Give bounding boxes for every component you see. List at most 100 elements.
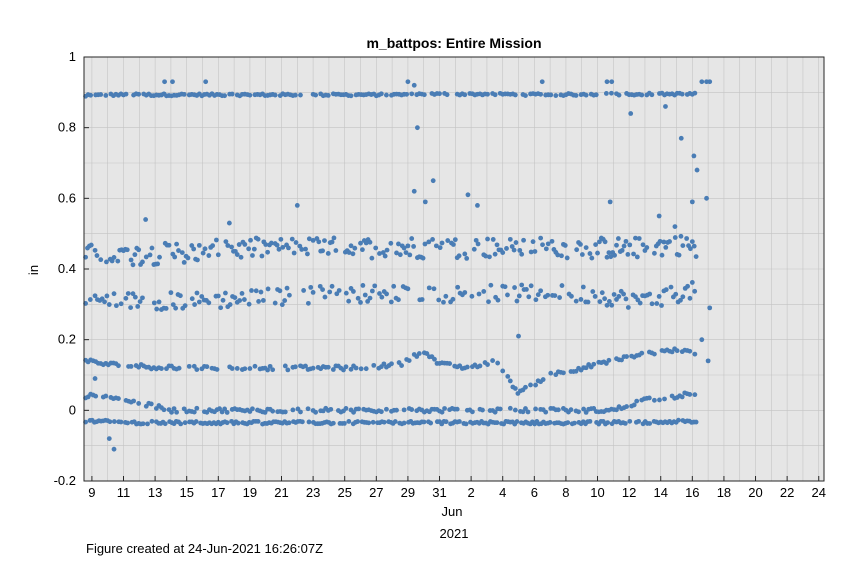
data-point bbox=[143, 254, 149, 260]
data-point bbox=[272, 92, 278, 98]
data-point bbox=[624, 404, 629, 409]
data-point bbox=[538, 288, 544, 294]
data-point bbox=[306, 236, 312, 242]
data-point bbox=[298, 409, 303, 415]
x-axis-ticks: 9 11 13 15 17 19 21 23 25 27 29 31 2 4 6 8 10 12 14 16 18 20 2… bbox=[88, 476, 826, 500]
data-point bbox=[583, 245, 589, 250]
data-point bbox=[605, 420, 611, 425]
data-point bbox=[336, 288, 342, 293]
data-point bbox=[200, 250, 206, 256]
data-point bbox=[603, 91, 609, 96]
data-point bbox=[606, 357, 612, 363]
x-tick-label: 20 bbox=[748, 485, 762, 500]
data-point bbox=[583, 92, 589, 98]
data-point bbox=[98, 92, 104, 97]
data-point bbox=[181, 91, 187, 97]
data-point bbox=[358, 366, 364, 372]
data-point bbox=[210, 243, 216, 249]
data-point bbox=[136, 401, 142, 406]
data-point bbox=[343, 364, 349, 370]
data-point bbox=[616, 92, 622, 98]
data-point bbox=[634, 254, 640, 260]
data-point bbox=[247, 92, 253, 98]
data-point bbox=[98, 257, 104, 263]
data-point bbox=[687, 392, 693, 397]
data-point bbox=[259, 253, 265, 259]
data-point bbox=[463, 421, 469, 427]
data-point bbox=[462, 92, 468, 98]
data-point bbox=[322, 294, 328, 300]
data-point bbox=[652, 397, 657, 403]
data-point bbox=[145, 421, 150, 427]
data-point bbox=[505, 373, 511, 379]
data-point bbox=[166, 242, 172, 248]
y-axis-ticks: -0.2 0 0.2 0.4 0.6 0.8 1 bbox=[54, 49, 89, 488]
x-tick-label: 16 bbox=[685, 485, 699, 500]
data-point bbox=[633, 235, 638, 241]
data-point bbox=[268, 240, 274, 246]
data-point bbox=[447, 361, 453, 366]
data-point bbox=[513, 240, 519, 245]
data-point bbox=[680, 243, 686, 248]
data-point bbox=[170, 302, 176, 307]
data-point bbox=[353, 365, 359, 371]
data-point bbox=[574, 247, 580, 253]
data-point bbox=[286, 245, 291, 251]
data-point bbox=[330, 420, 336, 426]
y-axis-label: in bbox=[26, 265, 41, 275]
data-point bbox=[652, 250, 657, 256]
data-point bbox=[379, 294, 385, 300]
data-point bbox=[128, 257, 134, 263]
data-point bbox=[193, 419, 199, 424]
data-point bbox=[439, 409, 445, 415]
data-point bbox=[320, 287, 325, 293]
data-point bbox=[369, 255, 375, 261]
data-point bbox=[539, 79, 545, 85]
data-point bbox=[137, 299, 143, 305]
data-point bbox=[676, 252, 682, 258]
data-point bbox=[128, 364, 134, 369]
data-point bbox=[523, 406, 528, 411]
data-point bbox=[652, 351, 657, 357]
data-point bbox=[380, 250, 386, 255]
data-point bbox=[457, 419, 462, 424]
data-point bbox=[308, 284, 314, 290]
data-point bbox=[494, 420, 500, 426]
data-point bbox=[693, 254, 699, 260]
data-point bbox=[535, 292, 541, 298]
data-point bbox=[298, 92, 303, 98]
data-point bbox=[661, 239, 667, 245]
data-point bbox=[528, 382, 533, 388]
data-point bbox=[327, 289, 333, 295]
data-point bbox=[185, 255, 191, 261]
data-point bbox=[504, 246, 509, 251]
data-point bbox=[545, 241, 551, 247]
data-point bbox=[422, 241, 428, 247]
data-point bbox=[492, 92, 498, 98]
data-point bbox=[477, 363, 483, 369]
data-point bbox=[220, 297, 226, 303]
data-point bbox=[679, 91, 685, 97]
data-point bbox=[538, 235, 544, 241]
y-tick-label: 0.2 bbox=[58, 332, 76, 347]
data-point bbox=[194, 290, 200, 296]
data-point bbox=[692, 392, 698, 398]
data-point bbox=[593, 92, 599, 98]
x-tick-label: 25 bbox=[337, 485, 351, 500]
data-point bbox=[678, 135, 684, 141]
data-point bbox=[475, 241, 481, 247]
data-point bbox=[403, 250, 409, 256]
data-point bbox=[597, 299, 603, 305]
data-point bbox=[123, 91, 129, 97]
data-point bbox=[399, 363, 404, 368]
data-point bbox=[170, 79, 175, 85]
data-point bbox=[305, 406, 311, 412]
data-point bbox=[173, 305, 179, 311]
data-point bbox=[663, 104, 668, 109]
data-point bbox=[106, 436, 112, 441]
y-tick-label: 1 bbox=[69, 49, 76, 64]
data-point bbox=[140, 259, 145, 265]
data-point bbox=[388, 240, 394, 246]
data-point bbox=[464, 255, 470, 261]
data-point bbox=[124, 247, 130, 253]
